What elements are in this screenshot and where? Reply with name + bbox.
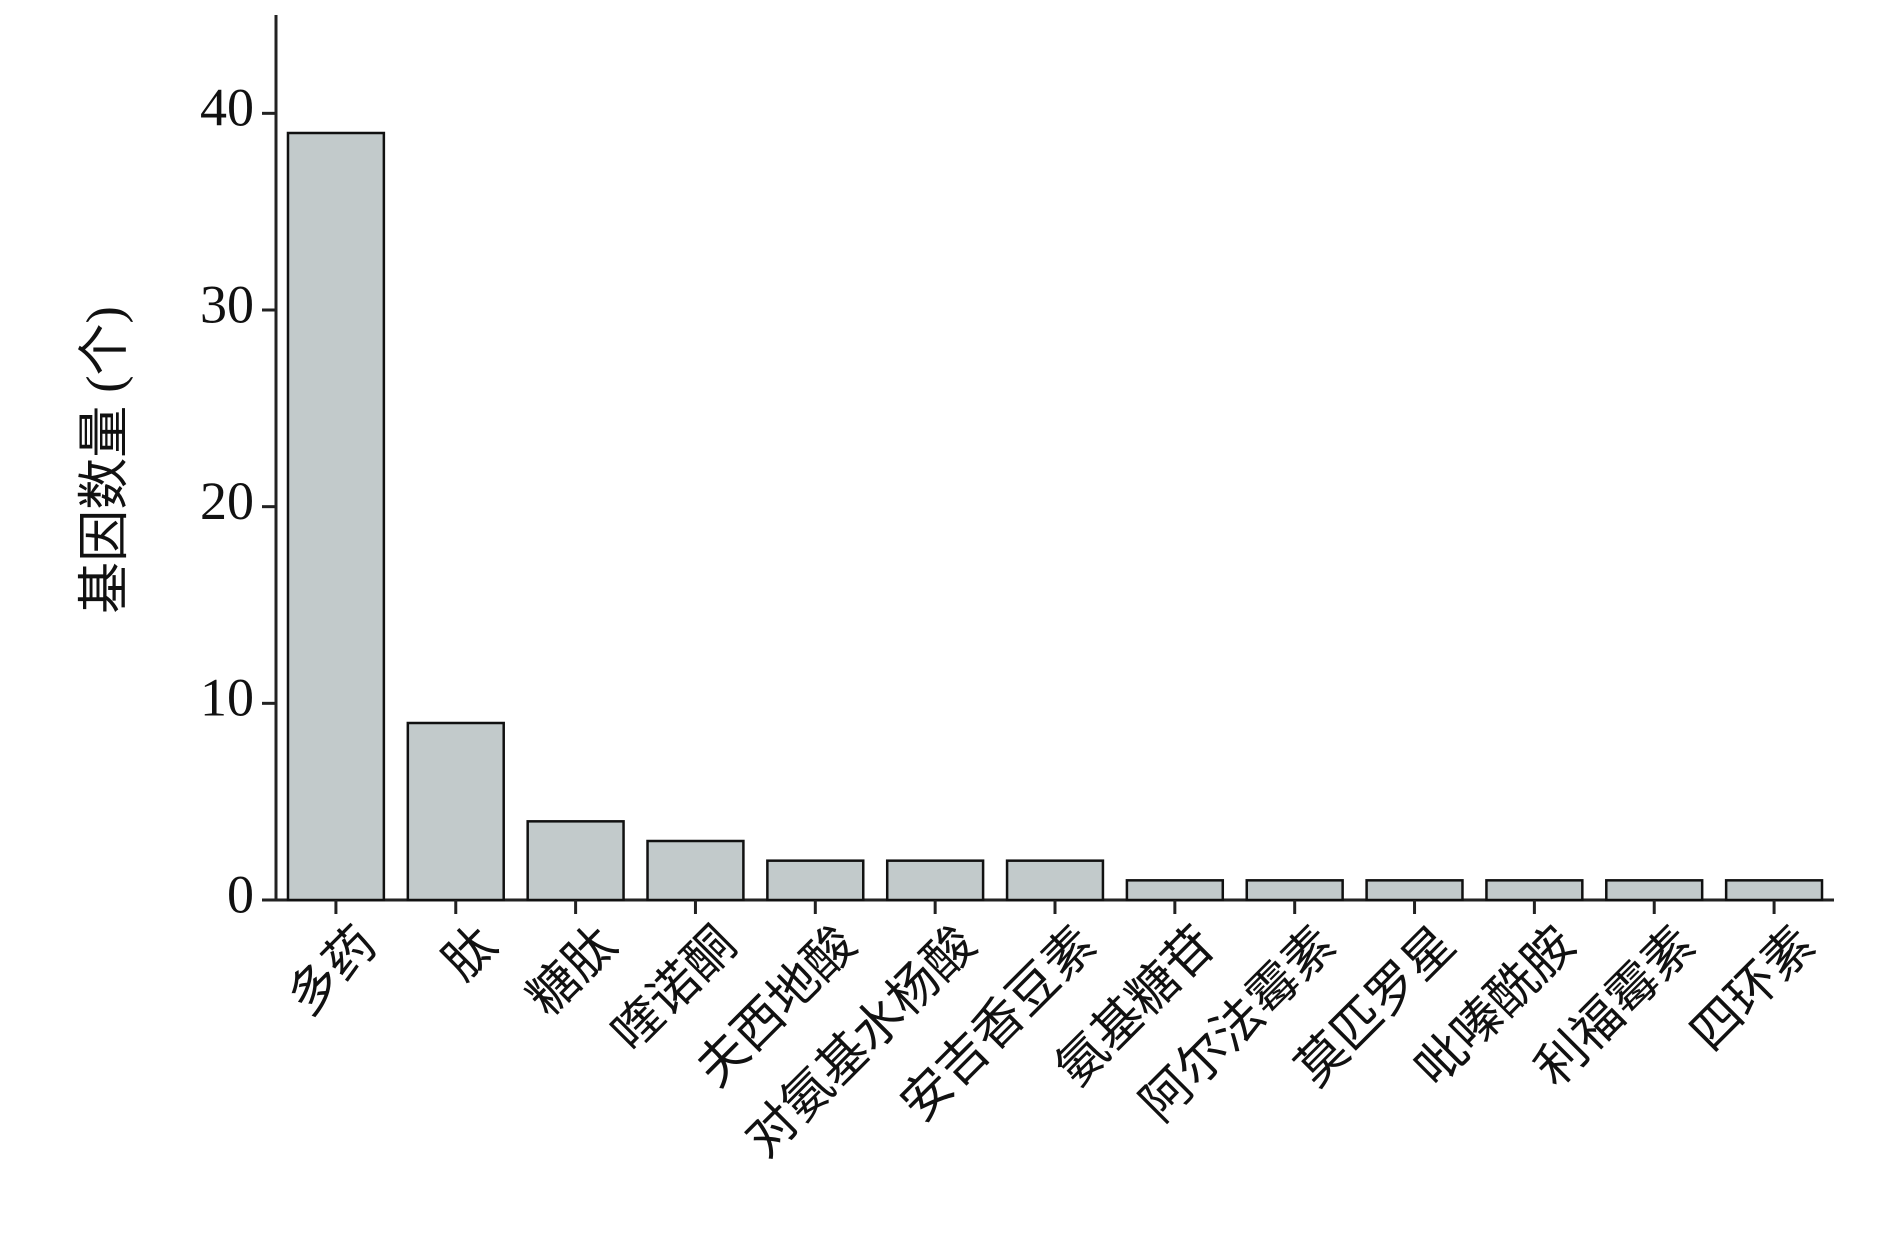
bar (1365, 879, 1464, 902)
x-tick-label: 多药 (277, 916, 387, 1026)
bar (526, 820, 625, 902)
bar (885, 859, 985, 902)
bar (1245, 879, 1344, 902)
x-tick-label: 四环素 (1680, 916, 1826, 1062)
y-tick-label: 30 (200, 274, 254, 334)
x-tick-label: 肽 (432, 916, 507, 991)
x-tick-label: 糖肽 (517, 916, 627, 1026)
y-tick-label: 20 (200, 471, 254, 531)
bar (1724, 879, 1824, 902)
bar (286, 131, 386, 902)
bar (1005, 859, 1105, 902)
bar (1125, 879, 1225, 902)
bar (766, 859, 865, 902)
y-tick-label: 40 (200, 78, 254, 138)
bar (1485, 879, 1584, 902)
bar (406, 721, 505, 902)
bar (646, 839, 745, 902)
y-tick-label: 0 (227, 864, 254, 924)
bar (1605, 879, 1704, 902)
y-tick-label: 10 (200, 668, 254, 728)
y-axis-label: 基因数量 (个) (77, 306, 134, 614)
